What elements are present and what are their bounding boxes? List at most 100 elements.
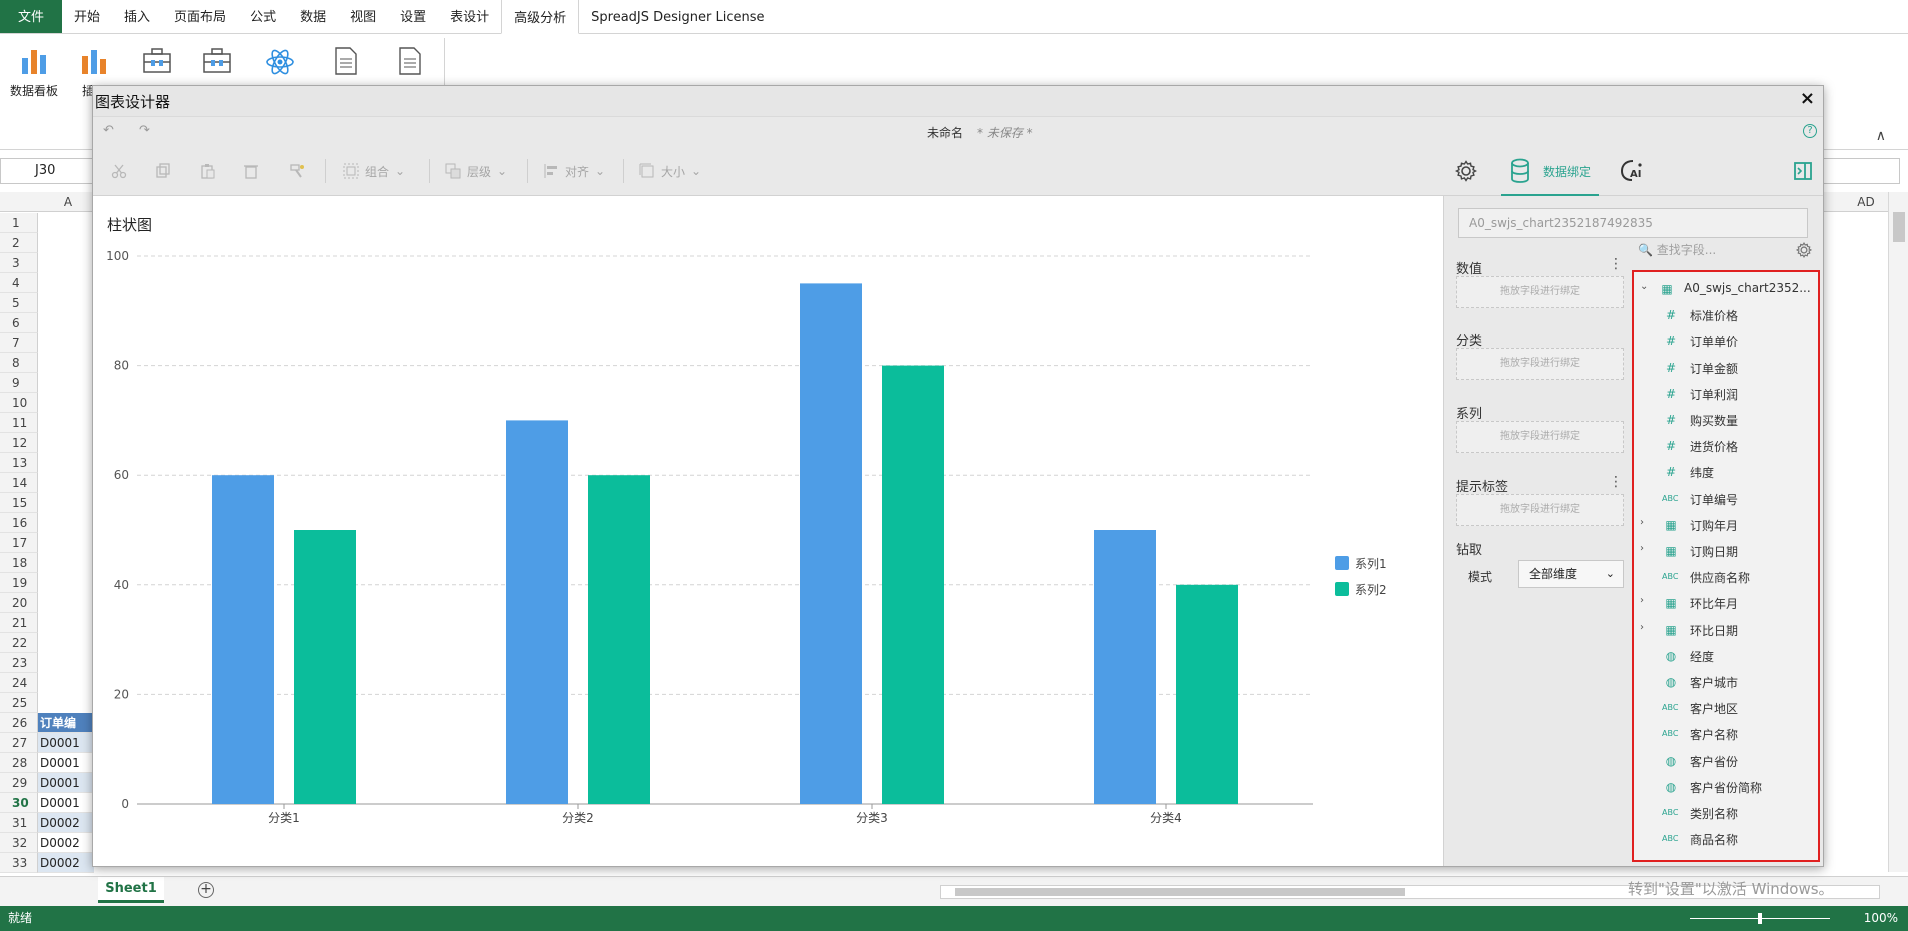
field-item[interactable]: ABC 商品名称 [1634, 826, 1818, 852]
field-item[interactable]: ◍ 客户城市 [1634, 669, 1818, 695]
document-button-2[interactable] [378, 46, 442, 82]
legend-label[interactable]: 系列1 [1355, 557, 1387, 571]
grid-cell[interactable]: D0001 [38, 753, 94, 773]
bar-2-1[interactable] [294, 530, 356, 804]
row-header[interactable]: 18 [0, 553, 38, 573]
row-header[interactable]: 13 [0, 453, 38, 473]
row-header[interactable]: 28 [0, 753, 38, 773]
field-item[interactable]: # 纬度 [1634, 459, 1818, 485]
formula-input[interactable] [1822, 158, 1900, 184]
row-header[interactable]: 21 [0, 613, 38, 633]
row-header[interactable]: 31 [0, 813, 38, 833]
paste-icon[interactable] [199, 163, 215, 179]
atom-button[interactable] [248, 46, 312, 84]
chart-id-input[interactable]: A0_swjs_chart2352187492835 [1458, 208, 1808, 238]
grid-cell[interactable]: D0002 [38, 813, 94, 833]
column-header-ad[interactable]: AD [1857, 195, 1875, 209]
toggle-panel-icon[interactable] [1793, 161, 1813, 181]
row-header[interactable]: 3 [0, 253, 38, 273]
dashboard-button[interactable]: 数据看板 [2, 46, 66, 99]
help-icon[interactable]: ? [1803, 124, 1817, 138]
grid-cell[interactable]: D0001 [38, 773, 94, 793]
settings-gear-icon[interactable] [1455, 160, 1477, 182]
chart-canvas[interactable]: 0 20 40 60 80 100 分类1 分类2 分类3 分类4 系列1 系列2 柱状图 [93, 196, 1443, 866]
chevron-right-icon[interactable]: › [1640, 595, 1644, 607]
chevron-right-icon[interactable]: › [1640, 621, 1644, 633]
field-item[interactable]: › ▦ 环比日期 [1634, 617, 1818, 643]
chevron-right-icon[interactable]: › [1640, 516, 1644, 528]
row-header[interactable]: 5 [0, 293, 38, 313]
row-header[interactable]: 19 [0, 573, 38, 593]
tab-data-binding[interactable] [1501, 146, 1599, 196]
bar-1-2[interactable] [506, 420, 568, 804]
row-header[interactable]: 33 [0, 853, 38, 873]
field-item[interactable]: # 订单单价 [1634, 328, 1818, 354]
row-header[interactable]: 16 [0, 513, 38, 533]
field-item[interactable]: # 标准价格 [1634, 302, 1818, 328]
category-dropzone[interactable]: 拖放字段进行绑定 [1456, 348, 1624, 380]
row-header[interactable]: 11 [0, 413, 38, 433]
undo-icon[interactable]: ↶ [103, 123, 114, 138]
add-sheet-button[interactable]: + [198, 882, 214, 898]
ribbon-tab[interactable]: 高级分析 [501, 0, 580, 34]
toolbox-button[interactable] [125, 46, 189, 82]
row-header[interactable]: 25 [0, 693, 38, 713]
chevron-right-icon[interactable]: › [1640, 543, 1644, 554]
format-brush-icon[interactable] [289, 163, 305, 179]
row-header[interactable]: 32 [0, 833, 38, 853]
vertical-scrollbar[interactable] [1888, 192, 1908, 872]
tab-ai[interactable]: AI [1619, 158, 1647, 184]
legend-label[interactable]: 系列2 [1355, 583, 1387, 597]
field-item[interactable]: ABC 类别名称 [1634, 800, 1818, 826]
field-item[interactable]: ABC 客户名称 [1634, 721, 1818, 747]
bar-1-4[interactable] [1094, 530, 1156, 804]
bar-2-3[interactable] [882, 365, 944, 804]
ribbon-tab[interactable]: 视图 [350, 10, 377, 25]
row-header[interactable]: 20 [0, 593, 38, 613]
field-item[interactable]: # 购买数量 [1634, 407, 1818, 433]
field-item[interactable]: # 订单金额 [1634, 355, 1818, 381]
row-header[interactable]: 8 [0, 353, 38, 373]
field-search-input[interactable]: 🔍 查找字段... [1630, 238, 1788, 262]
row-header[interactable]: 29 [0, 773, 38, 793]
field-item[interactable]: › ▦ 订购日期 [1634, 538, 1818, 564]
ribbon-tab[interactable]: 文件 [0, 0, 63, 33]
bar-2-2[interactable] [588, 475, 650, 804]
row-header[interactable]: 23 [0, 653, 38, 673]
row-header[interactable]: 24 [0, 673, 38, 693]
field-item[interactable]: ◍ 经度 [1634, 643, 1818, 669]
field-item[interactable]: ABC 供应商名称 [1634, 564, 1818, 590]
grid-cell[interactable]: D0001 [38, 733, 94, 753]
ribbon-tab[interactable]: 页面布局 [174, 10, 227, 25]
mode-select[interactable]: 全部维度 ⌄ [1518, 560, 1624, 588]
row-header[interactable]: 26 [0, 713, 38, 733]
row-header[interactable]: 30 [0, 793, 38, 813]
field-list[interactable]: ⌄ ▦ A0_swjs_chart2352... # 标准价格 # 订单单价 # 订单金额 # 订单… [1632, 270, 1820, 862]
zoom-slider[interactable] [1690, 913, 1830, 924]
group-button[interactable]: 组合 ⌄ [343, 163, 405, 179]
row-header[interactable]: 9 [0, 373, 38, 393]
more-vertical-icon[interactable]: ⋮ [1609, 474, 1623, 490]
row-header[interactable]: 2 [0, 233, 38, 253]
copy-icon[interactable] [155, 163, 171, 179]
row-header[interactable]: 1 [0, 213, 38, 233]
field-item[interactable]: # 订单利润 [1634, 381, 1818, 407]
align-button[interactable]: 对齐 ⌄ [543, 163, 605, 179]
ribbon-tab[interactable]: 表设计 [450, 10, 490, 25]
row-header[interactable]: 15 [0, 493, 38, 513]
row-header[interactable]: 22 [0, 633, 38, 653]
field-item[interactable]: # 进货价格 [1634, 433, 1818, 459]
ribbon-tab[interactable]: 插入 [124, 10, 151, 25]
bar-1-1[interactable] [212, 475, 274, 804]
field-item[interactable]: ◍ 客户省份简称 [1634, 774, 1818, 800]
zoom-slider-knob[interactable] [1758, 913, 1762, 924]
row-header[interactable]: 12 [0, 433, 38, 453]
field-item[interactable]: ◍ 客户省份 [1634, 748, 1818, 774]
layer-button[interactable]: 层级 ⌄ [445, 163, 507, 179]
row-header[interactable]: 10 [0, 393, 38, 413]
row-header[interactable]: 17 [0, 533, 38, 553]
close-icon[interactable]: × [1799, 88, 1815, 109]
ribbon-tab[interactable]: 开始 [74, 10, 101, 25]
collapse-ribbon-icon[interactable]: ∧ [1875, 128, 1886, 144]
ribbon-tab[interactable]: SpreadJS Designer License [591, 10, 765, 25]
